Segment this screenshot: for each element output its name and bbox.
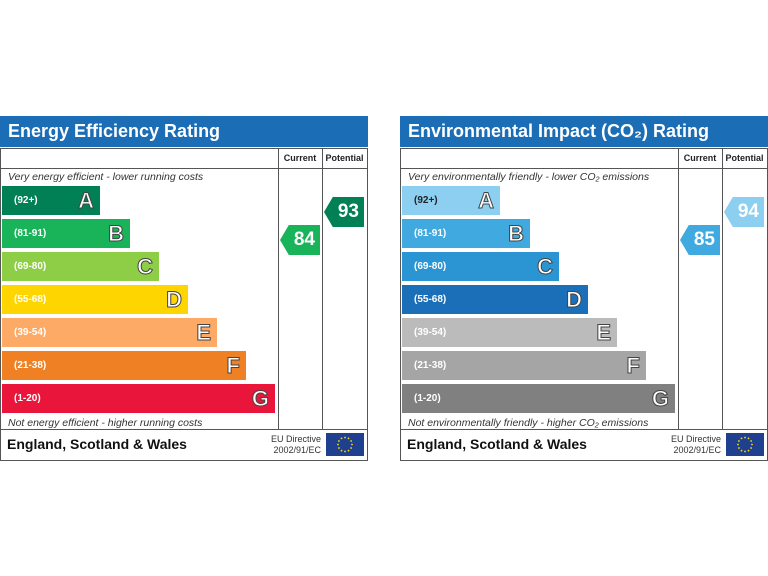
band-range: (39-54) (14, 327, 47, 338)
band-f: (21-38) F (2, 351, 246, 380)
rating-box: Current Potential Very energy efficient - … (0, 148, 368, 461)
band-letter: E (196, 320, 212, 346)
header-row (401, 149, 767, 169)
band-range: (39-54) (414, 327, 447, 338)
band-range: (69-80) (14, 261, 47, 272)
rating-box: Current Potential Very environmentally fri… (400, 148, 768, 461)
region-label: England, Scotland & Wales (7, 436, 187, 452)
potential-rating-arrow: 93 (324, 197, 364, 227)
band-range: (92+) (414, 195, 438, 206)
band-c: (69-80) C (2, 252, 159, 281)
panel-title: Energy Efficiency Rating (0, 116, 368, 147)
potential-rating-arrow: 94 (724, 197, 764, 227)
bottom-note: Not energy efficient - higher running co… (8, 417, 203, 429)
eu-directive: EU Directive 2002/91/EC (271, 434, 321, 456)
potential-column (322, 149, 323, 430)
band-range: (1-20) (14, 393, 41, 404)
band-letter: F (626, 353, 640, 379)
directive-line-1: EU Directive (670, 434, 721, 444)
band-letter: G (651, 386, 669, 412)
current-header: Current (683, 153, 717, 163)
band-letter: E (596, 320, 612, 346)
band-a: (92+) A (402, 186, 500, 215)
band-range: (21-38) (414, 360, 447, 371)
band-e: (39-54) E (2, 318, 217, 347)
band-d: (55-68) D (402, 285, 588, 314)
band-letter: B (108, 221, 125, 247)
band-range: (69-80) (414, 261, 447, 272)
energy-efficiency-panel: Energy Efficiency Rating Current Potential… (0, 116, 368, 461)
band-g: (1-20) G (402, 384, 675, 413)
panel-title: Environmental Impact (CO₂) Rating (400, 116, 768, 147)
band-b: (81-91) B (402, 219, 530, 248)
top-note: Very energy efficient - lower running co… (8, 171, 204, 183)
band-range: (21-38) (14, 360, 47, 371)
band-letter: G (251, 386, 269, 412)
directive-line-1: EU Directive (270, 434, 321, 444)
band-letter: A (478, 188, 495, 214)
band-letter: C (137, 254, 154, 280)
footer: England, Scotland & Wales EU Directive 200… (401, 429, 767, 460)
eu-flag-icon (726, 433, 764, 456)
band-letter: C (537, 254, 554, 280)
potential-header: Potential (725, 153, 764, 163)
band-range: (55-68) (14, 294, 47, 305)
band-d: (55-68) D (2, 285, 188, 314)
potential-column (722, 149, 723, 430)
band-f: (21-38) F (402, 351, 646, 380)
current-column (678, 149, 679, 430)
eu-flag-icon (326, 433, 364, 456)
current-column (278, 149, 279, 430)
potential-header: Potential (325, 153, 364, 163)
band-e: (39-54) E (402, 318, 617, 347)
bottom-note: Not environmentally friendly - higher CO… (408, 417, 649, 429)
current-header: Current (283, 153, 317, 163)
region-label: England, Scotland & Wales (407, 436, 587, 452)
directive-line-2: 2002/91/EC (273, 445, 321, 455)
band-g: (1-20) G (2, 384, 275, 413)
band-range: (81-91) (14, 228, 47, 239)
environmental-impact-panel: Environmental Impact (CO₂) Rating Current… (400, 116, 768, 461)
band-range: (55-68) (414, 294, 447, 305)
band-letter: F (226, 353, 240, 379)
band-letter: D (566, 287, 583, 313)
band-range: (92+) (14, 195, 38, 206)
current-rating-arrow: 85 (680, 225, 720, 255)
directive-line-2: 2002/91/EC (673, 445, 721, 455)
band-a: (92+) A (2, 186, 100, 215)
band-letter: B (508, 221, 525, 247)
band-range: (81-91) (414, 228, 447, 239)
current-rating-arrow: 84 (280, 225, 320, 255)
band-letter: A (78, 188, 95, 214)
footer: England, Scotland & Wales EU Directive 200… (1, 429, 367, 460)
header-row (1, 149, 367, 169)
band-b: (81-91) B (2, 219, 130, 248)
band-c: (69-80) C (402, 252, 559, 281)
top-note: Very environmentally friendly - lower CO… (408, 171, 650, 183)
eu-directive: EU Directive 2002/91/EC (671, 434, 721, 456)
band-range: (1-20) (414, 393, 441, 404)
band-letter: D (166, 287, 183, 313)
